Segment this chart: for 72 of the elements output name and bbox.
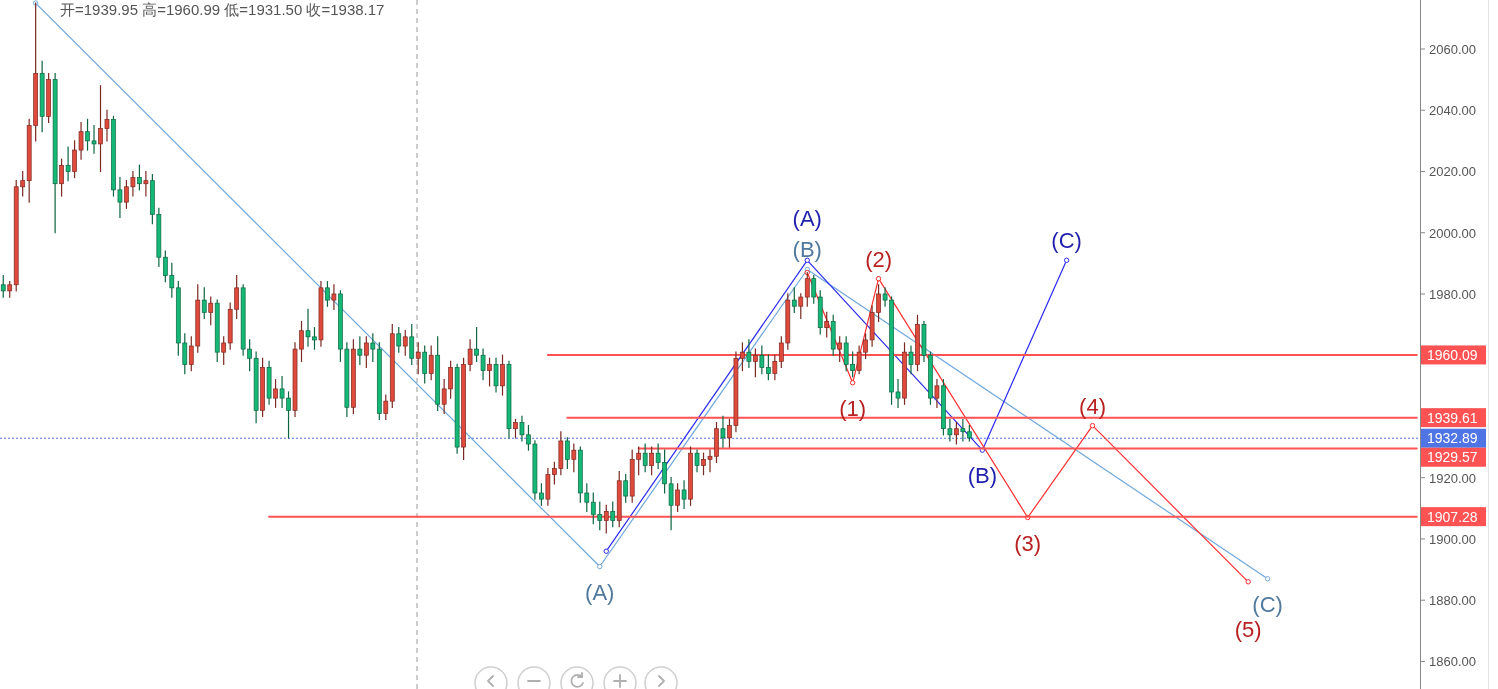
candlestick bbox=[681, 480, 687, 509]
candlestick bbox=[65, 146, 71, 182]
candlestick bbox=[649, 446, 654, 476]
annotation: (1) bbox=[839, 395, 867, 421]
candlestick bbox=[798, 293, 804, 320]
candlestick bbox=[273, 379, 278, 408]
candlestick bbox=[370, 333, 376, 362]
candlestick bbox=[487, 357, 492, 387]
candlestick bbox=[746, 339, 752, 369]
chart-title: 开=1939.95 高=1960.99 低=1931.50 收=1938.17 bbox=[60, 1, 385, 18]
candlestick bbox=[357, 336, 363, 365]
candlestick bbox=[208, 296, 214, 326]
candlestick bbox=[811, 275, 817, 304]
candlestick bbox=[571, 443, 577, 473]
candlestick bbox=[500, 354, 505, 396]
annotation: (4) bbox=[1079, 393, 1106, 419]
candlestick bbox=[513, 418, 518, 439]
candlestick bbox=[137, 164, 142, 191]
y-tick-label: 2020.00 bbox=[1429, 164, 1476, 180]
y-tick-label: 1920.00 bbox=[1429, 470, 1476, 486]
annotation: (2) bbox=[865, 246, 893, 272]
candlestick bbox=[221, 336, 227, 365]
candlestick bbox=[0, 275, 6, 298]
candlestick bbox=[954, 421, 959, 445]
y-tick-label: 1900.00 bbox=[1429, 531, 1476, 547]
candlestick bbox=[642, 443, 648, 473]
data-label: 1939.61 bbox=[1427, 409, 1478, 426]
ref-line-label: 1932.89 bbox=[1427, 430, 1478, 447]
candlestick bbox=[675, 483, 680, 512]
candlestick bbox=[201, 287, 207, 320]
annotation: (A) bbox=[585, 579, 615, 605]
candlestick bbox=[694, 449, 700, 473]
data-label: 1960.09 bbox=[1427, 346, 1478, 363]
candlestick bbox=[791, 287, 797, 313]
candlestick bbox=[610, 501, 616, 528]
candlestick bbox=[143, 170, 149, 197]
annotation: (C) bbox=[1252, 591, 1283, 617]
candlestick bbox=[325, 281, 330, 307]
candlestick bbox=[623, 474, 629, 503]
candlestick bbox=[422, 345, 428, 384]
candlestick bbox=[753, 348, 758, 378]
candlestick bbox=[59, 158, 64, 197]
y-tick-label: 2000.00 bbox=[1429, 225, 1476, 241]
annotation: (C) bbox=[1051, 228, 1082, 254]
candlestick bbox=[363, 336, 369, 369]
y-tick-label: 2060.00 bbox=[1429, 42, 1476, 57]
candlestick bbox=[396, 327, 402, 353]
annotation: (3) bbox=[1014, 530, 1042, 556]
candlestick bbox=[402, 330, 408, 356]
candlestick bbox=[837, 336, 843, 362]
annotation: (5) bbox=[1234, 616, 1262, 642]
candlestick bbox=[603, 504, 609, 534]
y-tick-label: 1880.00 bbox=[1429, 593, 1476, 609]
candlestick bbox=[428, 345, 434, 381]
candlestick bbox=[415, 342, 421, 375]
y-tick-label: 2040.00 bbox=[1429, 103, 1476, 119]
candlestick bbox=[409, 324, 415, 365]
data-label: 1929.57 bbox=[1427, 449, 1478, 466]
candlestick bbox=[493, 357, 499, 393]
annotation: (B) bbox=[967, 463, 997, 489]
y-tick-label: 1980.00 bbox=[1429, 286, 1476, 302]
candlestick bbox=[564, 437, 570, 470]
candlestick bbox=[720, 415, 726, 448]
annotation: (A) bbox=[792, 206, 822, 232]
candlestick bbox=[934, 379, 940, 408]
y-tick-label: 1860.00 bbox=[1429, 654, 1476, 670]
candlestick bbox=[824, 311, 830, 338]
data-label: 1907.28 bbox=[1427, 508, 1478, 525]
candlestick bbox=[383, 394, 389, 421]
annotation: (B) bbox=[792, 237, 822, 263]
candlestick bbox=[908, 345, 914, 375]
candlestick bbox=[331, 284, 337, 310]
